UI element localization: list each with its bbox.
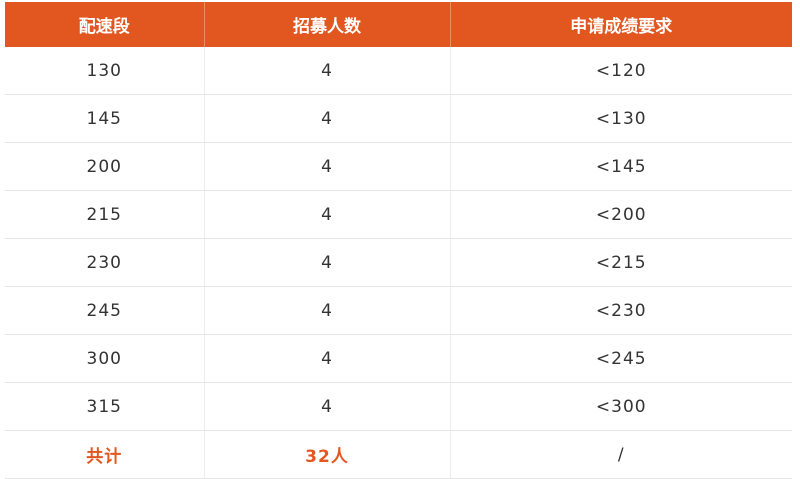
pace-cell: 230 xyxy=(5,238,205,287)
recruit-count-cell: 4 xyxy=(204,334,451,383)
table-row: 215 4 <200 xyxy=(5,190,792,239)
table-row: 315 4 <300 xyxy=(5,382,792,431)
pace-cell: 130 xyxy=(5,47,205,95)
requirement-cell: <200 xyxy=(450,190,792,239)
pace-cell: 300 xyxy=(5,334,205,383)
header-requirement: 申请成绩要求 xyxy=(450,2,792,47)
table-row: 145 4 <130 xyxy=(5,94,792,143)
recruit-count-cell: 4 xyxy=(204,94,451,143)
total-row: 共计 32人 / xyxy=(5,430,792,479)
pace-cell: 200 xyxy=(5,142,205,191)
recruit-count-cell: 4 xyxy=(204,382,451,431)
pace-cell: 315 xyxy=(5,382,205,431)
pace-cell: 245 xyxy=(5,286,205,335)
requirement-cell: <145 xyxy=(450,142,792,191)
table-row: 130 4 <120 xyxy=(5,47,792,95)
requirement-cell: <230 xyxy=(450,286,792,335)
table-row: 230 4 <215 xyxy=(5,238,792,287)
header-pace: 配速段 xyxy=(5,2,205,47)
table-row: 245 4 <230 xyxy=(5,286,792,335)
requirement-cell: <245 xyxy=(450,334,792,383)
pace-cell: 145 xyxy=(5,94,205,143)
recruit-count-cell: 4 xyxy=(204,238,451,287)
total-requirement: / xyxy=(450,430,792,479)
recruitment-table: 配速段 招募人数 申请成绩要求 130 4 <120 145 4 <130 200 4 <145… xyxy=(5,2,792,479)
requirement-cell: <120 xyxy=(450,47,792,95)
header-recruit-count: 招募人数 xyxy=(204,2,451,47)
requirement-cell: <215 xyxy=(450,238,792,287)
recruit-count-cell: 4 xyxy=(204,142,451,191)
requirement-cell: <130 xyxy=(450,94,792,143)
recruit-count-cell: 4 xyxy=(204,286,451,335)
pace-cell: 215 xyxy=(5,190,205,239)
total-label: 共计 xyxy=(5,430,205,479)
recruit-count-cell: 4 xyxy=(204,47,451,95)
recruit-count-cell: 4 xyxy=(204,190,451,239)
total-count: 32人 xyxy=(204,430,451,479)
table-row: 300 4 <245 xyxy=(5,334,792,383)
header-row: 配速段 招募人数 申请成绩要求 xyxy=(5,2,792,47)
table-row: 200 4 <145 xyxy=(5,142,792,191)
requirement-cell: <300 xyxy=(450,382,792,431)
